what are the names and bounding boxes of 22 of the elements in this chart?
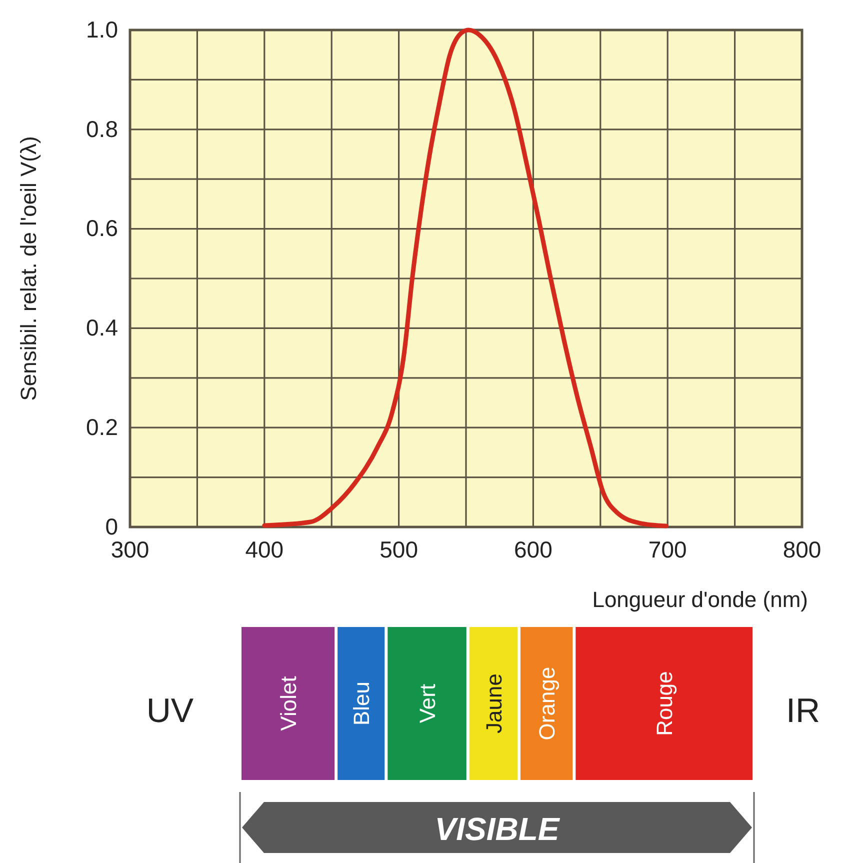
- y-tick-label: 0.2: [86, 414, 118, 440]
- category-label: Orange: [534, 666, 560, 740]
- category-label: Rouge: [652, 671, 678, 736]
- y-tick-label: 0.6: [86, 215, 118, 242]
- y-tick-label: 0.4: [86, 314, 118, 341]
- x-tick-label: 700: [648, 536, 687, 562]
- category-label: Violet: [276, 676, 302, 731]
- category-label: Vert: [415, 684, 440, 724]
- text: VISIBLE: [434, 811, 561, 847]
- y-axis-title: Sensibil. relat. de l'oeil V(λ): [16, 136, 41, 401]
- x-tick-label: 800: [782, 536, 822, 562]
- y-tick-label: 1.0: [86, 16, 118, 42]
- x-tick-label: 500: [380, 536, 418, 562]
- x-axis-title: Longueur d'onde (nm): [592, 587, 808, 612]
- x-tick-label: 600: [514, 536, 552, 562]
- category-label: Jaune: [481, 674, 506, 734]
- text: IR: [786, 692, 820, 730]
- y-tick-label: 0.8: [86, 116, 118, 142]
- x-tick-label: 400: [245, 536, 284, 562]
- text: UV: [146, 692, 194, 730]
- category-label: Bleu: [349, 681, 374, 726]
- line-series: [262, 28, 669, 528]
